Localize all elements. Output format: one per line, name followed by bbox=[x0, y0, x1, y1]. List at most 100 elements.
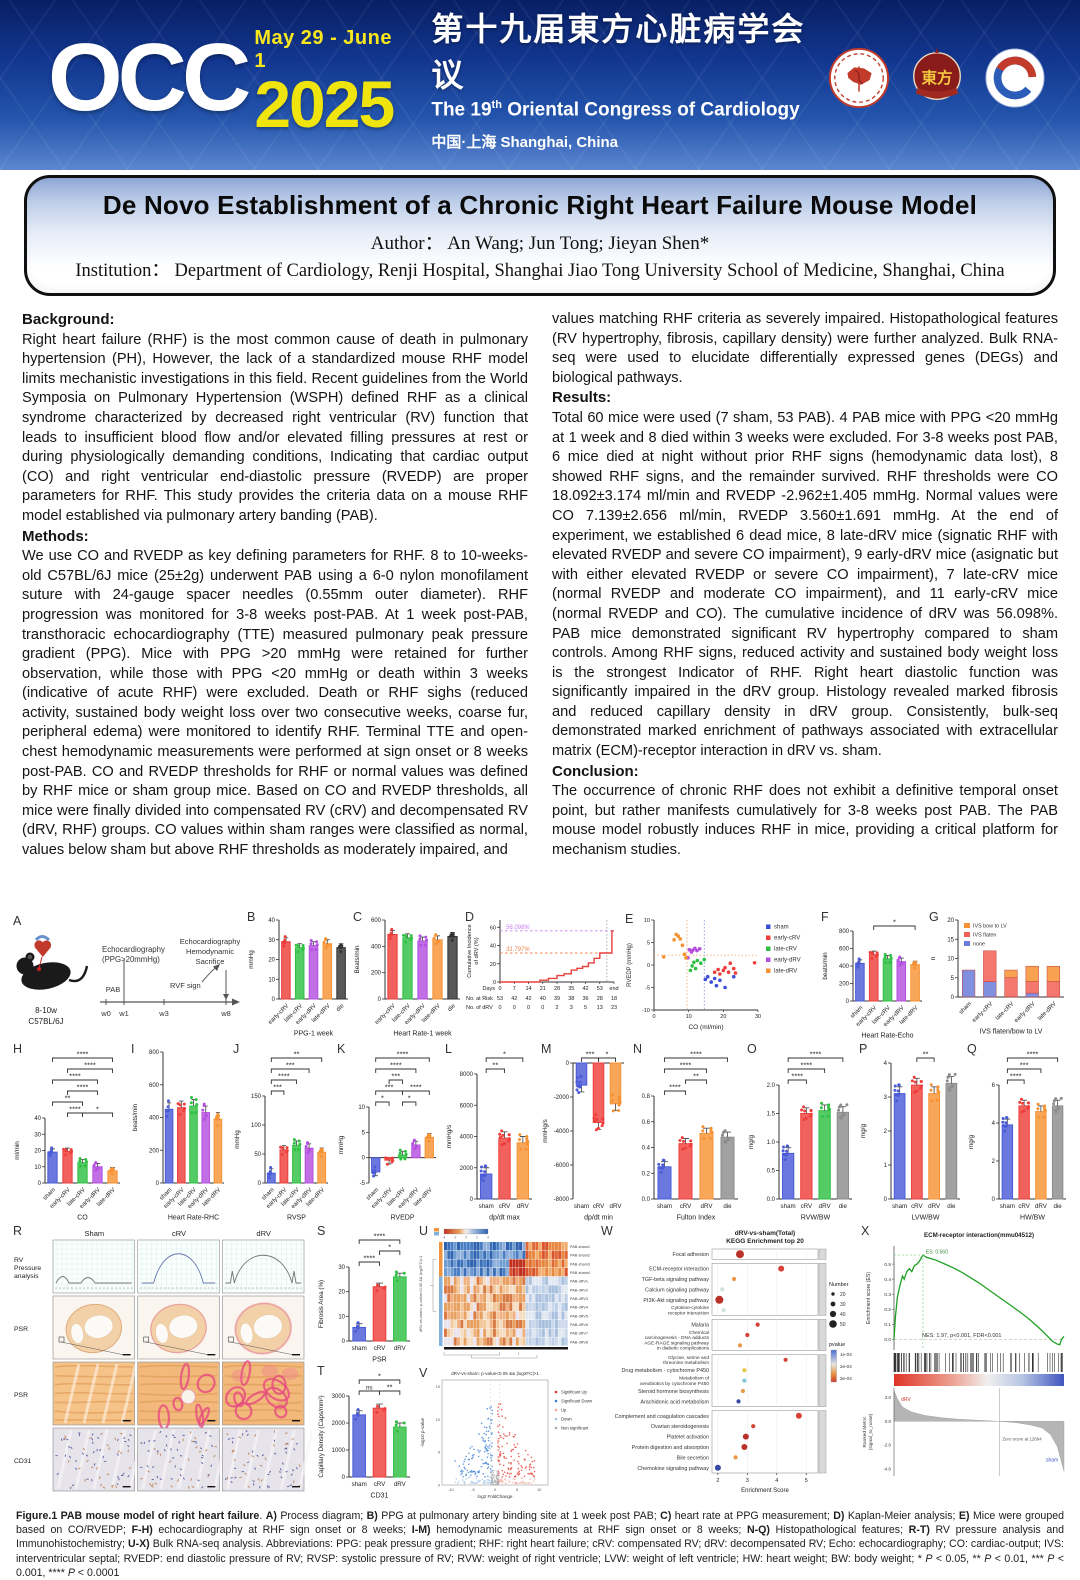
svg-text:PAB-dRV7: PAB-dRV7 bbox=[570, 1332, 588, 1336]
svg-text:**: ** bbox=[492, 1061, 498, 1070]
svg-text:mg/g: mg/g bbox=[748, 1135, 755, 1149]
svg-text:PSR: PSR bbox=[14, 1392, 28, 1399]
occ-logo-text: OCC bbox=[48, 24, 251, 131]
svg-text:0: 0 bbox=[438, 1484, 440, 1488]
svg-text:KEGG Enrichment top 20: KEGG Enrichment top 20 bbox=[726, 1238, 804, 1245]
svg-text:5: 5 bbox=[516, 1488, 518, 1492]
svg-text:Down: Down bbox=[561, 1417, 572, 1422]
poster-authors: Author： An Wang; Jun Tong; Jieyan Shen* bbox=[370, 233, 710, 254]
svg-text:20: 20 bbox=[947, 918, 954, 924]
svg-text:*: * bbox=[606, 1050, 609, 1059]
svg-text:0: 0 bbox=[951, 995, 955, 1001]
svg-text:1: 1 bbox=[884, 1163, 888, 1169]
svg-text:6: 6 bbox=[992, 1083, 996, 1089]
svg-text:Ranked Metric: Ranked Metric bbox=[862, 1416, 868, 1448]
svg-text:-4000: -4000 bbox=[554, 1129, 570, 1135]
svg-text:C57BL/6J: C57BL/6J bbox=[28, 1017, 63, 1026]
panel-letter-o: O bbox=[747, 1042, 757, 1056]
svg-text:PAB-sham4: PAB-sham4 bbox=[570, 1271, 590, 1275]
panel-letter-q: Q bbox=[967, 1042, 977, 1056]
conference-location: 中国·上海 Shanghai, China bbox=[431, 133, 619, 151]
panel-m-dpdt-min: M 0 -2000 -4000 -6000 -8000 sham cRV dRV *** * mmHg… bbox=[540, 1042, 628, 1222]
svg-text:3: 3 bbox=[746, 1478, 749, 1484]
svg-text:0.6: 0.6 bbox=[642, 1120, 651, 1126]
svg-text:sham: sham bbox=[574, 1203, 589, 1210]
svg-text:0: 0 bbox=[493, 980, 496, 986]
svg-text:pvalue: pvalue bbox=[829, 1342, 845, 1348]
svg-text:Calcium signaling pathway: Calcium signaling pathway bbox=[645, 1287, 709, 1293]
svg-text:****: **** bbox=[84, 1061, 96, 1070]
svg-text:PSR: PSR bbox=[372, 1357, 386, 1364]
svg-text:beats/min: beats/min bbox=[132, 1103, 139, 1131]
svg-text:0: 0 bbox=[38, 1181, 42, 1187]
svg-text:3000: 3000 bbox=[332, 1394, 346, 1400]
rnaseq-heatmap: -4 -2 0 2 4 PAB-sham1 PAB-sham2 PAB-sham3 PAB-sh… bbox=[418, 1226, 596, 1364]
results-heading: Results: bbox=[552, 389, 612, 407]
svg-text:0: 0 bbox=[258, 1181, 262, 1187]
svg-text:CO: CO bbox=[77, 1215, 88, 1222]
svg-text:30: 30 bbox=[840, 1302, 846, 1308]
svg-text:RVEDP: RVEDP bbox=[391, 1215, 415, 1222]
svg-text:cRV: cRV bbox=[499, 1203, 511, 1210]
conclusion-text: The occurrence of chronic RHF does not e… bbox=[552, 783, 1058, 859]
svg-text:10: 10 bbox=[436, 1418, 440, 1422]
svg-text:PAB-sham3: PAB-sham3 bbox=[570, 1262, 590, 1266]
svg-text:early-cRV: early-cRV bbox=[774, 936, 800, 942]
svg-text:****: **** bbox=[791, 1072, 803, 1081]
svg-text:36: 36 bbox=[582, 996, 588, 1002]
background-heading: Background: bbox=[22, 311, 115, 328]
svg-text:2e-04: 2e-04 bbox=[840, 1364, 852, 1369]
panel-letter-x: X bbox=[861, 1224, 870, 1238]
svg-text:**: ** bbox=[294, 1050, 300, 1059]
svg-text:*: * bbox=[378, 1372, 381, 1381]
svg-text:-10: -10 bbox=[448, 1488, 454, 1492]
svg-text:cRV: cRV bbox=[680, 1203, 692, 1210]
svg-text:10: 10 bbox=[358, 1105, 365, 1111]
panel-k-rvedp: K -5 0 5 10 sham early-cRV late-cRV early-dRV lat… bbox=[336, 1042, 440, 1222]
svg-text:10: 10 bbox=[537, 1488, 541, 1492]
svg-text:Sacrifice: Sacrifice bbox=[196, 957, 225, 966]
svg-text:Chemokine signaling pathway: Chemokine signaling pathway bbox=[637, 1466, 709, 1472]
svg-text:ES: 0.560: ES: 0.560 bbox=[926, 1250, 948, 1256]
svg-text:carcinogenesis - DNA adducts: carcinogenesis - DNA adducts bbox=[645, 1335, 710, 1341]
svg-text:Echocardiography: Echocardiography bbox=[180, 937, 241, 946]
dpdt-max-bar-chart: 0 2000 4000 6000 8000 sham cRV dRV ** * mmHg/s dp/d… bbox=[444, 1044, 536, 1222]
svg-text:2000: 2000 bbox=[460, 1166, 474, 1172]
panel-letter-g: G bbox=[929, 910, 939, 924]
svg-text:0.5: 0.5 bbox=[884, 1262, 891, 1268]
congress-title-chinese: 第十九届東方心脏病学会议 bbox=[431, 11, 806, 94]
svg-text:42: 42 bbox=[511, 996, 517, 1002]
panel-j-rvsp: J 0 50 100 150 sham early-cRV late-cRV early-dRV… bbox=[232, 1042, 332, 1222]
svg-text:0: 0 bbox=[272, 997, 276, 1003]
svg-text:****: **** bbox=[801, 1061, 813, 1070]
svg-text:0: 0 bbox=[541, 1005, 544, 1011]
svg-text:dRV: dRV bbox=[928, 1203, 941, 1210]
svg-text:IVS bow to LV: IVS bow to LV bbox=[973, 924, 1007, 930]
svg-text:10: 10 bbox=[34, 1165, 41, 1171]
svg-text:late-dRV: late-dRV bbox=[774, 969, 797, 975]
svg-text:0.5: 0.5 bbox=[767, 1169, 776, 1175]
panel-u-heatmap: U -4 -2 0 2 4 PAB-sham1 PAB-sham2 PAB-sham3 PAB-s… bbox=[418, 1224, 596, 1364]
svg-text:8-10w: 8-10w bbox=[35, 1006, 57, 1015]
svg-text:18: 18 bbox=[611, 996, 617, 1002]
svg-text:die: die bbox=[947, 1203, 956, 1210]
svg-text:in diabetic complications: in diabetic complications bbox=[657, 1346, 710, 1352]
svg-text:1000: 1000 bbox=[332, 1448, 346, 1454]
svg-text:400: 400 bbox=[371, 944, 382, 950]
svg-text:-2.0: -2.0 bbox=[883, 1443, 891, 1448]
svg-text:1.5: 1.5 bbox=[767, 1112, 776, 1118]
svg-text:****: **** bbox=[374, 1232, 386, 1241]
svg-text:****: **** bbox=[680, 1061, 692, 1070]
svg-text:CD31: CD31 bbox=[371, 1493, 389, 1500]
svg-text:late-dRV: late-dRV bbox=[1037, 1001, 1058, 1022]
svg-text:end: end bbox=[609, 986, 618, 992]
svg-text:sham: sham bbox=[892, 1203, 907, 1210]
svg-text:30: 30 bbox=[268, 938, 275, 944]
svg-text:*: * bbox=[503, 1050, 506, 1059]
svg-text:sham: sham bbox=[1046, 1458, 1058, 1464]
process-diagram: 8-10w C57BL/6J w0 w1 w3 w8 PAB Echocardiography… bbox=[12, 916, 244, 1034]
panel-r-histology-grid: R Sham cRV dRV RV Pressure analysis PSR PSR CD31 bbox=[12, 1224, 314, 1500]
svg-text:****: **** bbox=[1010, 1072, 1022, 1081]
svg-text:****: **** bbox=[810, 1050, 822, 1059]
histology-image-grid: Sham cRV dRV RV Pressure analysis PSR PSR CD31 bbox=[12, 1226, 314, 1500]
